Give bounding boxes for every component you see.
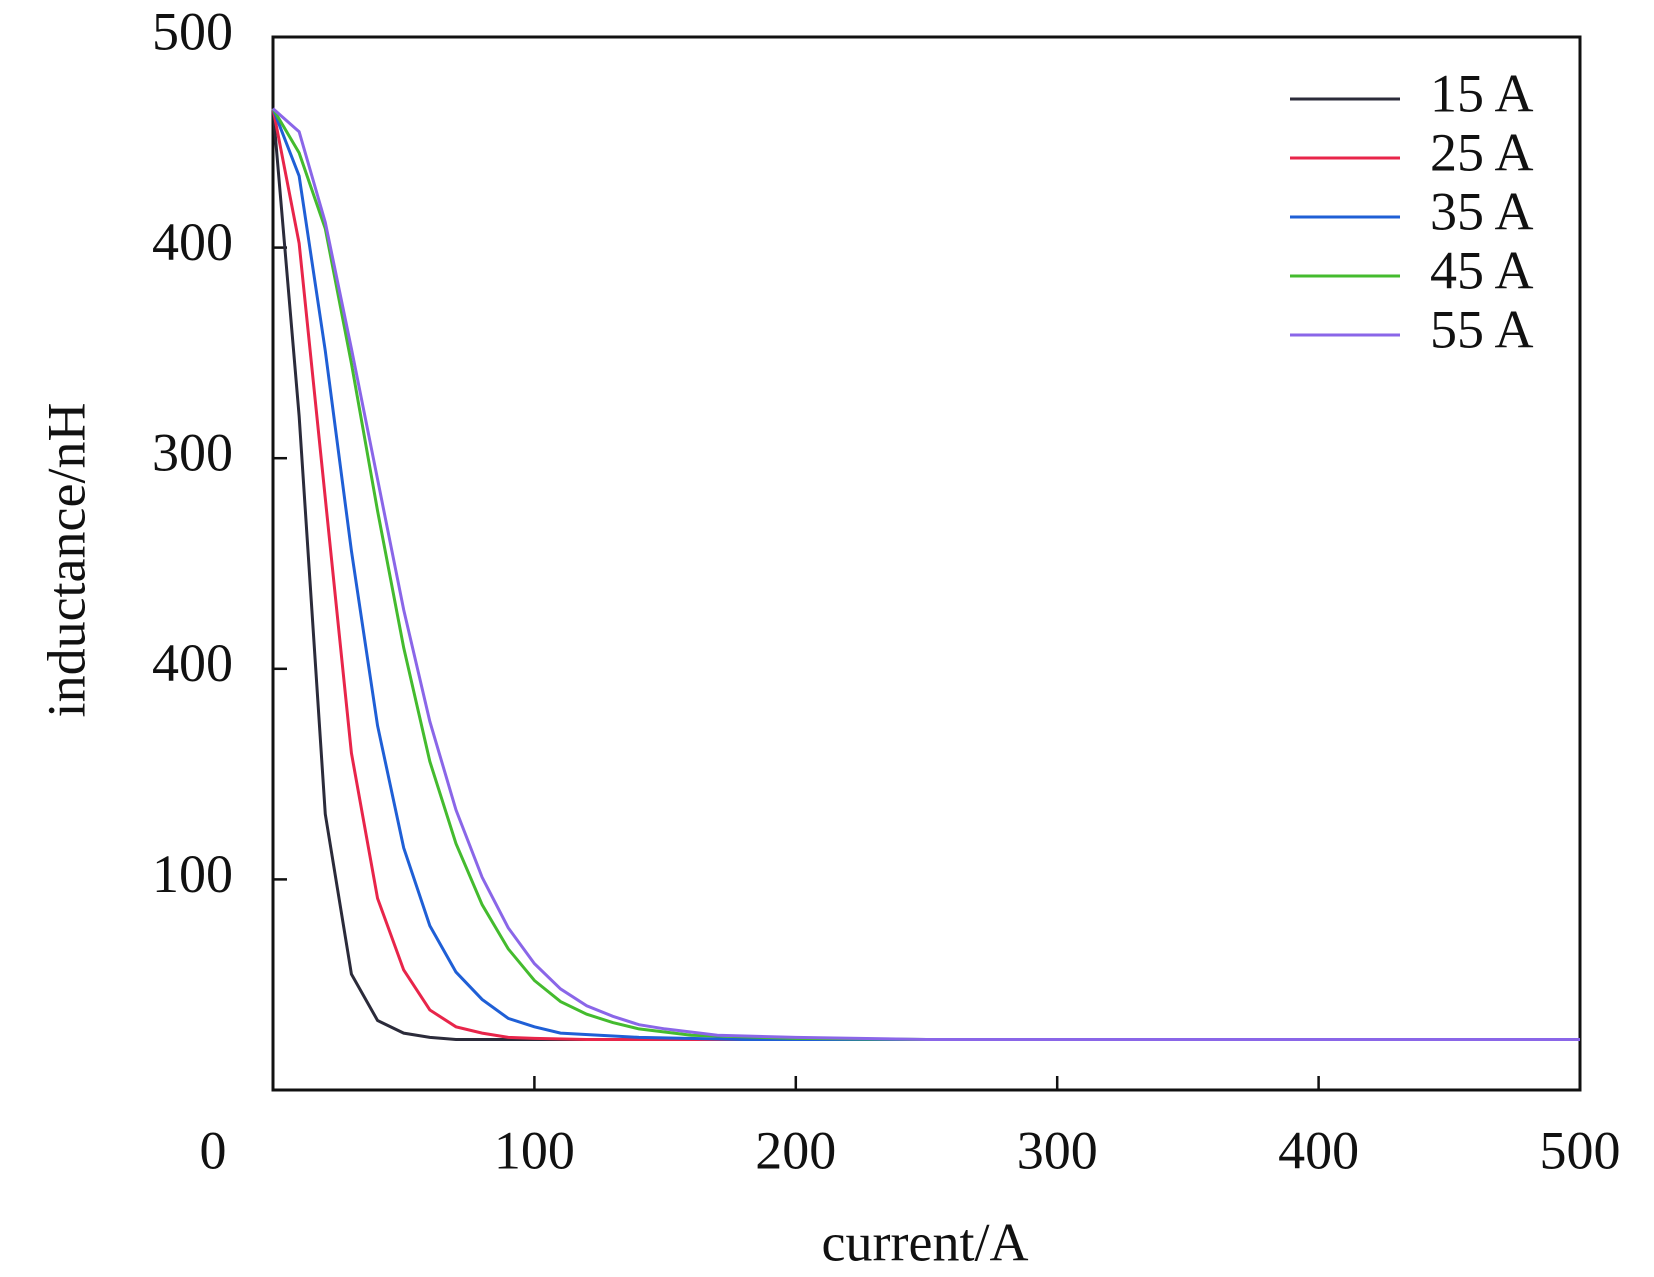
legend-label: 55 A bbox=[1430, 299, 1534, 359]
x-tick-label: 300 bbox=[1017, 1120, 1098, 1180]
y-tick-label: 300 bbox=[152, 423, 233, 483]
x-tick-label: 0 bbox=[200, 1120, 227, 1180]
legend-label: 35 A bbox=[1430, 181, 1534, 241]
x-tick-label: 100 bbox=[494, 1120, 575, 1180]
legend-label: 15 A bbox=[1430, 63, 1534, 123]
x-tick-label: 200 bbox=[755, 1120, 836, 1180]
series-line bbox=[271, 107, 1580, 1041]
x-tick-label: 400 bbox=[1278, 1120, 1359, 1180]
series-line bbox=[271, 108, 1580, 1041]
series-line bbox=[272, 107, 1580, 1041]
legend-label: 45 A bbox=[1430, 240, 1534, 300]
y-tick-label: 500 bbox=[152, 1, 233, 61]
x-axis-label: current/A bbox=[822, 1212, 1029, 1272]
y-axis-label: inductance/nH bbox=[36, 403, 96, 718]
x-tick-label: 500 bbox=[1540, 1120, 1621, 1180]
series-line bbox=[271, 108, 1580, 1041]
y-tick-label: 100 bbox=[152, 844, 233, 904]
plot-frame bbox=[271, 35, 1582, 1092]
legend-label: 25 A bbox=[1430, 122, 1534, 182]
series-line bbox=[271, 108, 1580, 1041]
y-tick-label: 400 bbox=[152, 212, 233, 272]
y-tick-label: 400 bbox=[152, 633, 233, 693]
